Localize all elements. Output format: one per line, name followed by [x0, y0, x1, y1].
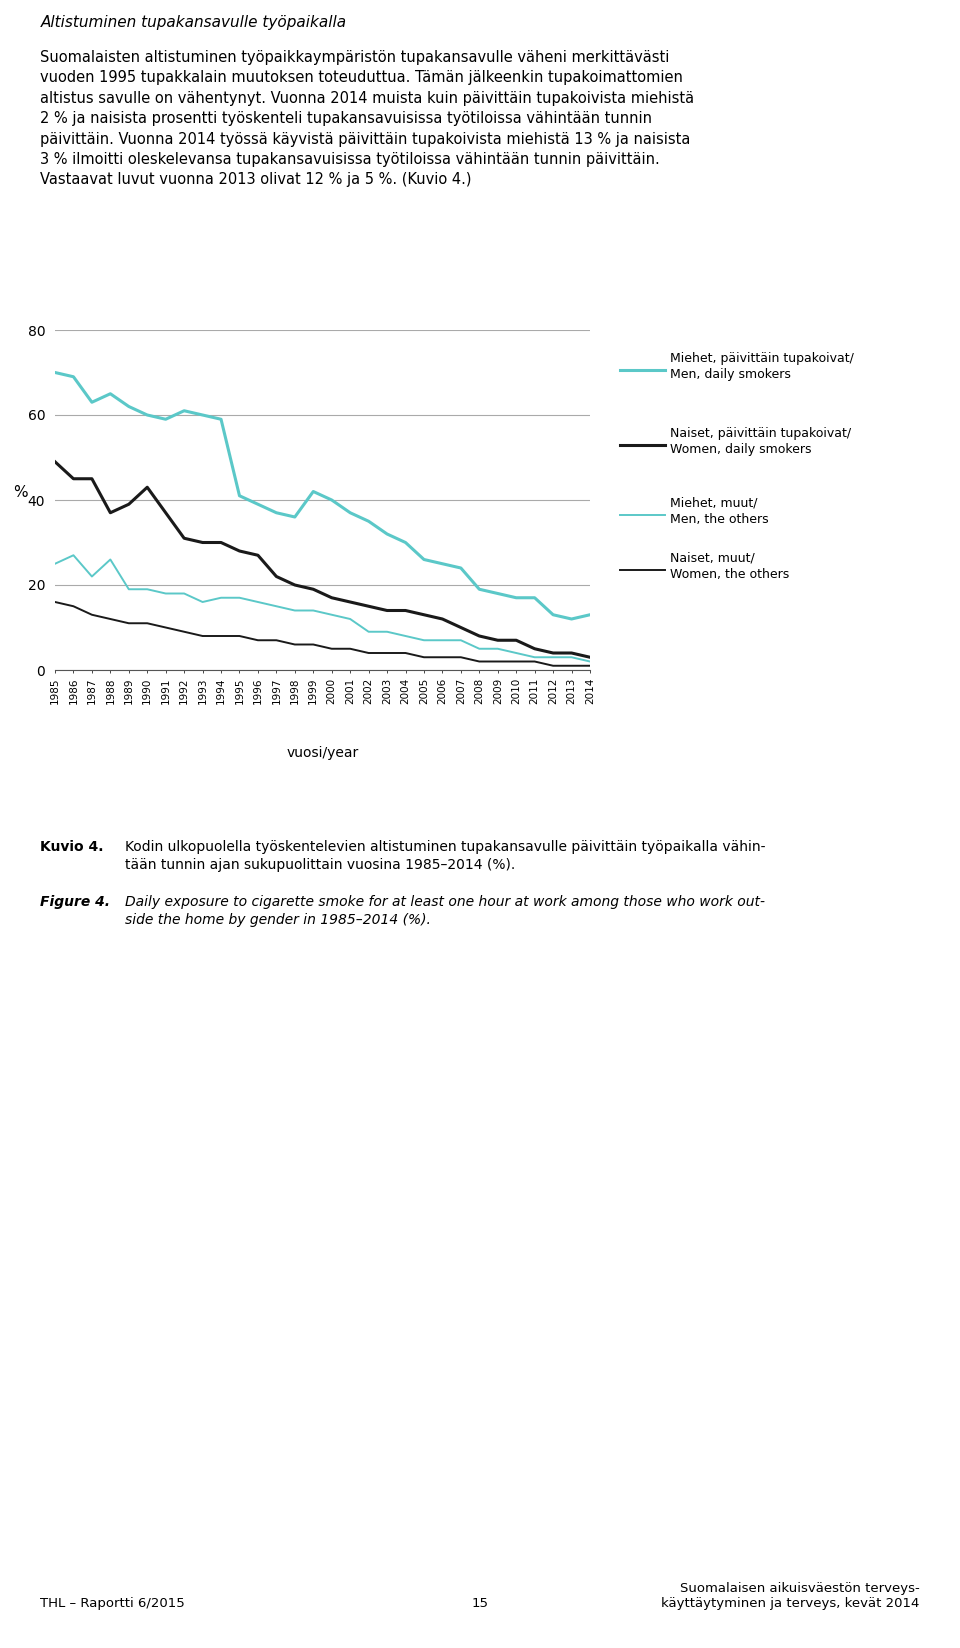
Text: THL – Raportti 6/2015: THL – Raportti 6/2015 — [40, 1597, 185, 1610]
Text: Figure 4.: Figure 4. — [40, 895, 110, 910]
Text: Kodin ulkopuolella työskentelevien altistuminen tupakansavulle päivittäin työpai: Kodin ulkopuolella työskentelevien altis… — [125, 840, 765, 872]
Text: 15: 15 — [471, 1597, 489, 1610]
Text: Miehet, muut/
Men, the others: Miehet, muut/ Men, the others — [670, 498, 769, 526]
X-axis label: vuosi/year: vuosi/year — [286, 747, 359, 760]
Text: Suomalaisten altistuminen työpaikkaympäristön tupakansavulle väheni merkittäväst: Suomalaisten altistuminen työpaikkaympär… — [40, 49, 694, 188]
Text: Suomalaisen aikuisväestön terveys-
käyttäytyminen ja terveys, kevät 2014: Suomalaisen aikuisväestön terveys- käytt… — [661, 1582, 920, 1610]
Text: Daily exposure to cigarette smoke for at least one hour at work among those who : Daily exposure to cigarette smoke for at… — [125, 895, 765, 928]
Text: Kuvio 4.: Kuvio 4. — [40, 840, 104, 854]
Y-axis label: %: % — [13, 485, 28, 499]
Text: Naiset, päivittäin tupakoivat/
Women, daily smokers: Naiset, päivittäin tupakoivat/ Women, da… — [670, 427, 852, 456]
Text: Miehet, päivittäin tupakoivat/
Men, daily smokers: Miehet, päivittäin tupakoivat/ Men, dail… — [670, 353, 853, 381]
Text: Altistuminen tupakansavulle työpaikalla: Altistuminen tupakansavulle työpaikalla — [40, 15, 347, 30]
Text: Naiset, muut/
Women, the others: Naiset, muut/ Women, the others — [670, 552, 789, 582]
